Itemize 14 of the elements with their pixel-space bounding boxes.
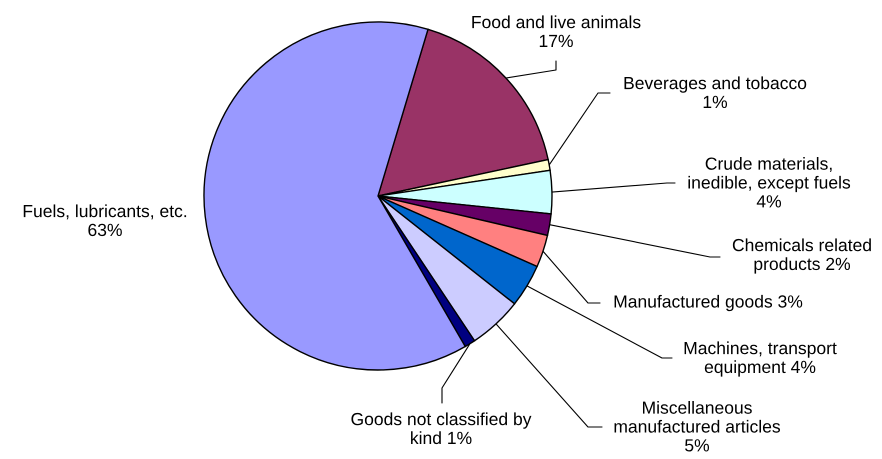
slice-label: Fuels, lubricants, etc.	[24, 204, 186, 220]
data-label: 5%	[685, 439, 710, 452]
slice-label: Manufactured goods 3%	[614, 294, 802, 312]
slice-label: Miscellaneous manufactured articles	[614, 400, 780, 433]
slice-label: Goods not classified by kind 1%	[351, 412, 532, 444]
slice-label: Crude materials, inedible, except fuels	[688, 156, 850, 192]
slice-label: Beverages and tobacco	[624, 76, 806, 93]
slice-label: Chemicals related products 2%	[732, 238, 871, 274]
data-label: 17%	[540, 34, 573, 48]
data-label: 1%	[704, 96, 728, 108]
data-label: 4%	[756, 195, 782, 208]
data-label: 63%	[88, 224, 122, 236]
slice-label: Machines, transport equipment 4%	[684, 341, 837, 377]
slice-label: Food and live animals	[472, 15, 640, 28]
